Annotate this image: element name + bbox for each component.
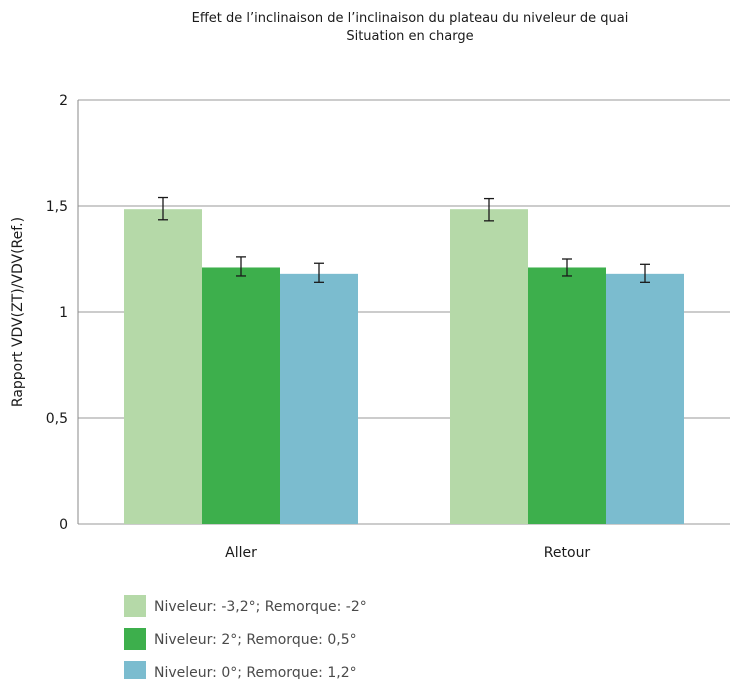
- y-tick-label: 1: [59, 305, 68, 321]
- bar: [124, 209, 202, 524]
- bar: [528, 267, 606, 524]
- legend-label: Niveleur: -3,2°; Remorque: -2°: [154, 599, 367, 615]
- legend-swatch: [124, 595, 146, 617]
- bar: [280, 273, 358, 524]
- bar: [450, 209, 528, 524]
- y-tick-label: 1,5: [46, 199, 68, 215]
- y-tick-labels: 0 0,5 1 1,5 2: [46, 93, 68, 533]
- bars-group: [124, 209, 684, 524]
- x-tick-labels: Aller Retour: [225, 545, 590, 561]
- legend-label: Niveleur: 0°; Remorque: 1,2°: [154, 665, 357, 679]
- bar: [606, 273, 684, 524]
- legend-label: Niveleur: 2°; Remorque: 0,5°: [154, 632, 357, 648]
- chart-title: Effet de l’inclinaison de l’inclinaison …: [192, 11, 629, 26]
- x-tick-label: Aller: [225, 545, 257, 561]
- bar: [202, 267, 280, 524]
- y-tick-label: 0: [59, 517, 68, 533]
- error-bars-group: [158, 196, 650, 283]
- x-tick-label: Retour: [544, 545, 591, 561]
- legend-swatch: [124, 628, 146, 650]
- legend-swatch: [124, 661, 146, 679]
- y-tick-label: 2: [59, 93, 68, 109]
- y-tick-label: 0,5: [46, 411, 68, 427]
- legend: Niveleur: -3,2°; Remorque: -2° Niveleur: …: [124, 595, 367, 679]
- y-axis-title: Rapport VDV(ZT)/VDV(Ref.): [10, 217, 26, 407]
- chart-subtitle: Situation en charge: [346, 29, 473, 44]
